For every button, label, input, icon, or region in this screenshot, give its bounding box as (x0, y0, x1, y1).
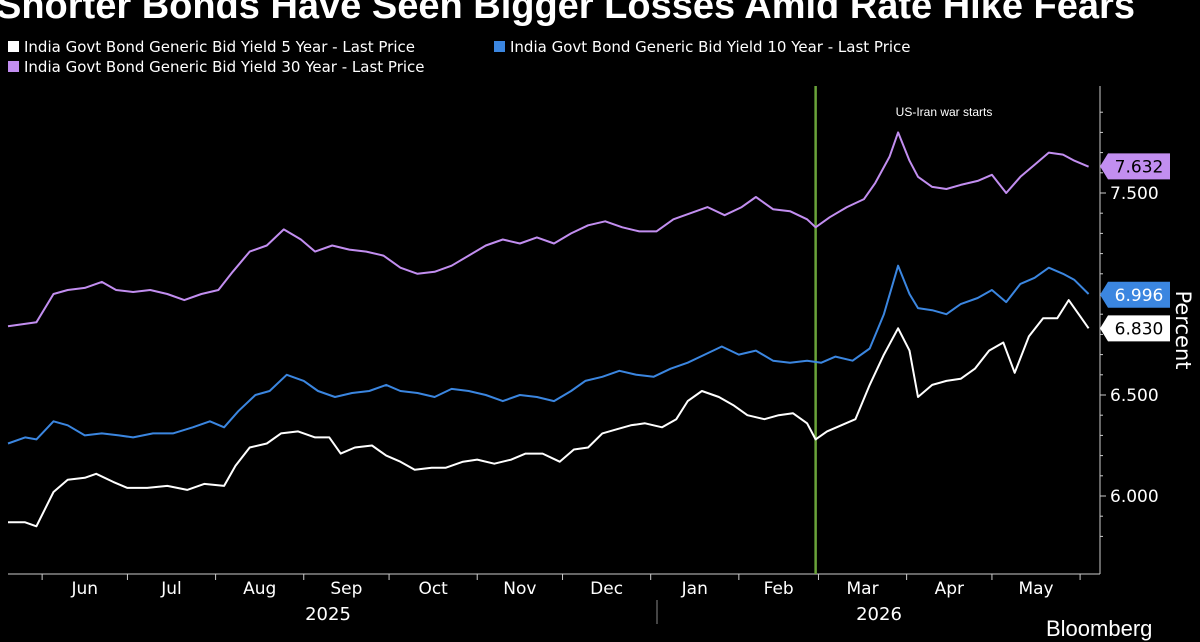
last-value-5y-text: 6.830 (1115, 319, 1164, 339)
series-10y-line (7, 264, 1090, 445)
last-value-10y-text: 6.996 (1115, 286, 1164, 306)
x-tick-label: Jul (160, 579, 182, 599)
chart-title: Shorter Bonds Have Seen Bigger Losses Am… (0, 0, 1135, 26)
x-year-label: 2026 (856, 604, 902, 625)
y-tick-label: 6.000 (1110, 487, 1159, 507)
series-30y-line (7, 131, 1089, 328)
x-tick-label: Feb (764, 579, 794, 599)
legend-item-5y: India Govt Bond Generic Bid Yield 5 Year… (8, 38, 415, 56)
legend-label-10y: India Govt Bond Generic Bid Yield 10 Yea… (510, 38, 911, 56)
x-tick-label: Apr (935, 579, 964, 599)
x-tick-label: Jun (71, 579, 99, 599)
last-value-10y-box (1100, 281, 1170, 308)
legend-swatch-10y (494, 41, 505, 52)
x-tick-label: Dec (590, 579, 623, 599)
y-tick-label: 6.500 (1110, 386, 1159, 406)
legend-item-10y: India Govt Bond Generic Bid Yield 10 Yea… (494, 38, 911, 56)
x-tick-label: Aug (243, 579, 276, 599)
x-tick-label: Oct (418, 579, 448, 599)
last-value-10y: 6.996 (1100, 281, 1170, 308)
last-value-30y-text: 7.632 (1115, 157, 1164, 177)
x-tick-label: Mar (847, 579, 879, 599)
legend-swatch-5y (8, 41, 19, 52)
x-year-label: 2025 (305, 604, 351, 625)
last-value-5y: 6.830 (1100, 315, 1170, 342)
bloomberg-logo: Bloomberg (1046, 616, 1153, 641)
y-tick-label: 7.500 (1110, 184, 1159, 204)
last-value-30y-box (1100, 153, 1170, 180)
series-lines (7, 131, 1090, 528)
last-value-30y: 7.632 (1100, 153, 1170, 180)
x-tick-label: Jan (681, 579, 708, 599)
legend-item-30y: India Govt Bond Generic Bid Yield 30 Yea… (8, 58, 425, 76)
x-tick-label: May (1018, 579, 1053, 599)
last-value-5y-box (1100, 315, 1170, 342)
x-tick-label: Sep (330, 579, 362, 599)
legend-swatch-30y (8, 61, 19, 72)
axes: Jun Jul Aug Sep Oct Nov Dec Jan Feb Mar Apr May 2025… (8, 86, 1159, 625)
event-annotation: US-Iran war starts (896, 105, 993, 119)
series-5y-line (8, 299, 1090, 528)
legend-label-5y: India Govt Bond Generic Bid Yield 5 Year… (24, 38, 415, 56)
value-labels: 6.830 6.996 7.632 (1100, 153, 1170, 342)
legend-label-30y: India Govt Bond Generic Bid Yield 30 Yea… (24, 58, 425, 76)
x-tick-label: Nov (503, 579, 536, 599)
y-axis-label: Percent (1171, 290, 1195, 369)
